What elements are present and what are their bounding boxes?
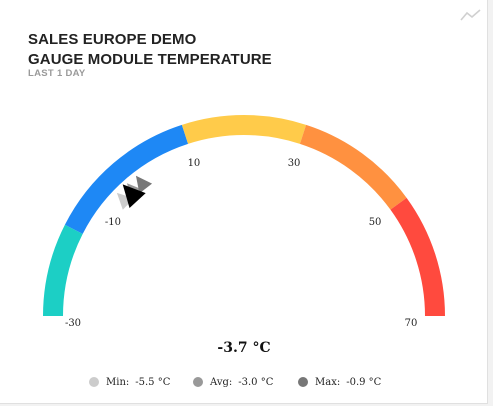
legend-avg-name: Avg:	[210, 376, 233, 388]
card-title: SALES EUROPE DEMO	[28, 31, 197, 48]
current-value: -3.7 °C	[217, 340, 271, 356]
card-subtitle-title: GAUGE MODULE TEMPERATURE	[28, 51, 272, 68]
line-chart-icon[interactable]	[460, 9, 482, 21]
gauge-pointer	[122, 184, 146, 208]
legend-item-max: Max: -0.9 °C	[298, 375, 381, 389]
gauge-band-1	[64, 124, 189, 234]
gauge-tick-label-1: -10	[105, 217, 121, 228]
avg-dot-icon	[193, 377, 203, 387]
legend-min-name: Min:	[106, 376, 130, 388]
gauge-current-pointer	[122, 184, 146, 208]
legend-item-avg: Avg: -3.0 °C	[193, 375, 273, 389]
min-dot-icon	[89, 377, 99, 387]
gauge-band-4	[390, 197, 445, 317]
legend-min-value: -5.5 °C	[135, 376, 171, 388]
max-dot-icon	[298, 377, 308, 387]
gauge-band-0	[43, 224, 83, 317]
legend-item-min: Min: -5.5 °C	[89, 375, 170, 389]
legend-max-name: Max:	[315, 376, 341, 388]
gauge-marker-max	[135, 175, 153, 194]
gauge-tick-label-2: 10	[188, 158, 201, 169]
gauge-tick-label-0: -30	[65, 318, 81, 329]
gauge-tick-labels: -30 -10 10 30 50 70	[65, 158, 417, 329]
gauge-tick-label-3: 30	[288, 158, 301, 169]
legend-max-value: -0.9 °C	[346, 376, 382, 388]
time-range-label: LAST 1 DAY	[28, 68, 86, 79]
gauge-tick-label-5: 70	[405, 318, 418, 329]
gauge-bands	[43, 115, 445, 317]
gauge-band-2	[181, 115, 307, 144]
legend-avg-value: -3.0 °C	[238, 376, 274, 388]
gauge-tick-label-4: 50	[369, 217, 382, 228]
gauge-band-3	[299, 124, 407, 210]
